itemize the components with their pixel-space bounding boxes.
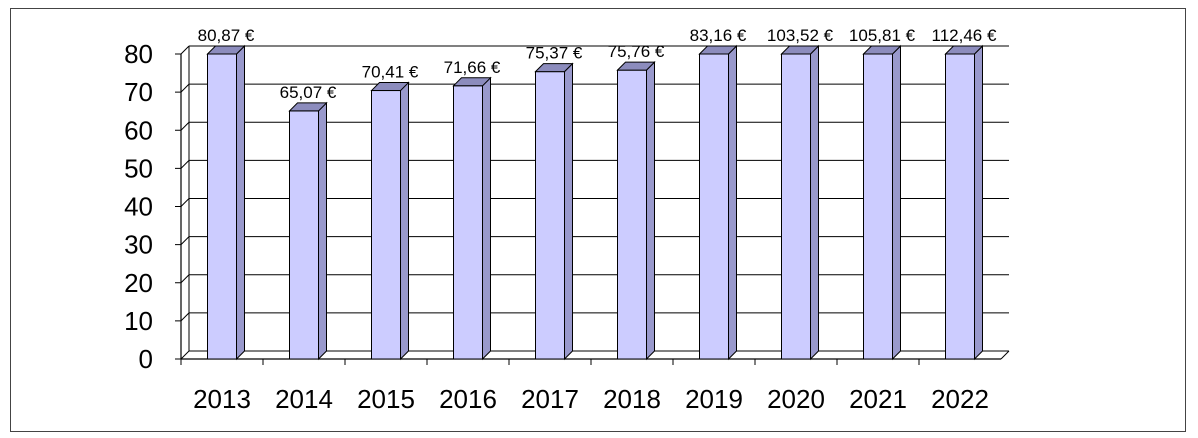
y-tick-label-10: 10 <box>124 306 153 336</box>
label-layer: 80,87 € 65,07 € 70,41 € 71,66 € 75,37 € 75,76… <box>198 26 997 102</box>
bar-side-2019 <box>728 44 737 361</box>
gridline-depth-40 <box>180 198 190 207</box>
bar-side-2022 <box>974 44 983 361</box>
chart-frame: 0 10 20 30 40 50 60 70 80 2013 2014 2015 2016 2017 201… <box>10 8 1186 432</box>
x-tick-label-2013: 2013 <box>193 384 251 414</box>
gridline-depth-30 <box>180 236 190 245</box>
data-label-2018: 75,76 € <box>608 42 665 61</box>
bar-2022 <box>945 53 975 360</box>
bar-top-2020 <box>780 45 820 55</box>
data-label-2014: 65,07 € <box>280 83 337 102</box>
x-tick-label-2019: 2019 <box>685 384 743 414</box>
bar-2018 <box>617 69 647 360</box>
bar-top-2018 <box>616 61 656 71</box>
data-label-2016: 71,66 € <box>444 58 501 77</box>
axis-layer: 0 10 20 30 40 50 60 70 80 2013 2014 2015 2016 2017 201… <box>124 39 1010 414</box>
bar-2016 <box>453 85 483 360</box>
gridline-depth-20 <box>180 274 190 284</box>
data-label-2019: 83,16 € <box>690 26 747 45</box>
data-label-2013: 80,87 € <box>198 26 255 45</box>
y-tick-label-80: 80 <box>124 39 153 69</box>
y-tick-label-70: 70 <box>124 77 153 107</box>
bar-2017 <box>535 71 565 360</box>
data-label-2021: 105,81 € <box>849 26 916 45</box>
x-tick-label-2020: 2020 <box>767 384 825 414</box>
bar-chart: 0 10 20 30 40 50 60 70 80 2013 2014 2015 2016 2017 201… <box>124 26 1010 414</box>
bar-top-2016 <box>452 77 492 87</box>
bar-2013 <box>207 53 237 360</box>
bar-2020 <box>781 53 811 360</box>
bar-top-2015 <box>370 82 410 92</box>
data-label-2015: 70,41 € <box>362 63 419 82</box>
bar-top-2013 <box>206 45 246 55</box>
bar-top-2021 <box>862 45 902 55</box>
data-label-2020: 103,52 € <box>767 26 834 45</box>
y-tick-label-40: 40 <box>124 192 153 222</box>
x-tick-label-2015: 2015 <box>357 384 415 414</box>
x-tick-label-2014: 2014 <box>275 384 333 414</box>
bar-top-2014 <box>288 102 328 112</box>
bar-2015 <box>371 90 401 360</box>
data-label-2022: 112,46 € <box>932 26 997 45</box>
y-tick-label-30: 30 <box>124 230 153 260</box>
gridline-depth-10 <box>180 312 190 322</box>
bar-side-2020 <box>810 44 819 361</box>
gridline-depth-80 <box>180 45 190 55</box>
bar-2019 <box>699 53 729 360</box>
bar-side-2016 <box>482 76 491 361</box>
x-tick-label-2016: 2016 <box>439 384 497 414</box>
bar-top-2017 <box>534 63 574 73</box>
gridline-depth-70 <box>180 83 190 93</box>
bar-2014 <box>289 110 319 360</box>
x-tick-label-2022: 2022 <box>931 384 989 414</box>
y-tick-label-50: 50 <box>124 153 153 183</box>
y-tick-label-20: 20 <box>124 268 153 298</box>
bar-side-2013 <box>236 44 245 361</box>
bar-top-2019 <box>698 45 738 55</box>
bar-side-2017 <box>564 62 573 361</box>
gridline-depth-60 <box>180 121 190 131</box>
bar-layer <box>206 44 984 361</box>
y-tick-label-0: 0 <box>139 344 153 374</box>
bar-side-2014 <box>318 101 327 361</box>
x-tick-label-2017: 2017 <box>521 384 579 414</box>
gridline-depth-50 <box>180 160 190 169</box>
x-axis-depth-edge <box>1000 350 1010 360</box>
y-tick-label-60: 60 <box>124 115 153 145</box>
bar-2021 <box>863 53 893 360</box>
data-label-2017: 75,37 € <box>526 44 583 63</box>
bar-side-2021 <box>892 44 901 361</box>
bar-top-2022 <box>944 45 984 55</box>
x-tick-label-2021: 2021 <box>849 384 907 414</box>
bar-side-2018 <box>646 60 655 361</box>
gridline-depth-0 <box>180 350 190 360</box>
x-tick-label-2018: 2018 <box>603 384 661 414</box>
bar-side-2015 <box>400 81 409 361</box>
